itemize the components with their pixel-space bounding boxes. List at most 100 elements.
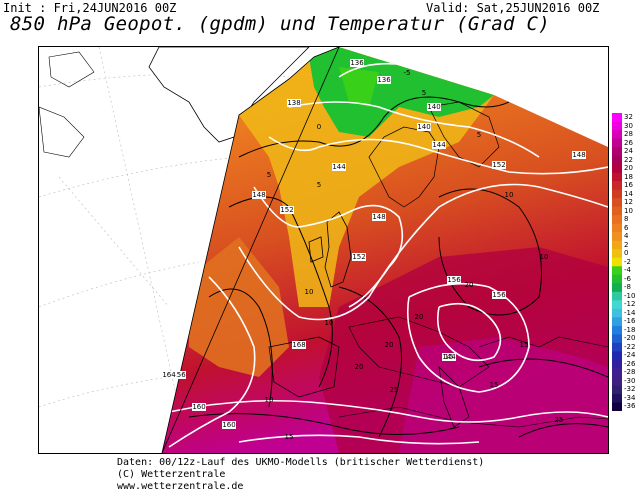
colorbar-tick-label: 22 <box>624 155 633 164</box>
geopotential-label: 138 <box>287 99 300 107</box>
colorbar-swatch <box>612 385 622 395</box>
geopotential-label-bg <box>492 291 506 299</box>
colorbar-swatch <box>612 113 622 123</box>
valid-time: Valid: Sat,25JUN2016 00Z <box>426 1 600 15</box>
colorbar-swatch <box>612 376 622 386</box>
colorbar-swatch <box>612 317 622 327</box>
colorbar-swatch <box>612 223 622 233</box>
temperature-label: 15 <box>520 341 529 349</box>
temperature-colorbar <box>612 113 622 411</box>
geopotential-label: 140 <box>417 123 430 131</box>
colorbar-tick-label: 28 <box>624 130 633 139</box>
colorbar-swatch <box>612 325 622 335</box>
colorbar-tick-label: -34 <box>624 393 636 402</box>
geopotential-label: 144 <box>432 141 446 149</box>
temperature-label: 20 <box>465 281 474 289</box>
colorbar-swatch <box>612 249 622 259</box>
colorbar-tick-label: 2 <box>624 240 629 249</box>
colorbar-swatch <box>612 291 622 301</box>
colorbar-tick-label: 8 <box>624 215 629 224</box>
colorbar-swatch <box>612 164 622 174</box>
colorbar-swatch <box>612 215 622 225</box>
colorbar-tick-label: 6 <box>624 223 629 232</box>
temperature-label: 10 <box>325 319 334 327</box>
colorbar-tick-label: -32 <box>624 385 636 394</box>
colorbar-tick-label: -16 <box>624 317 636 326</box>
colorbar-swatch <box>612 138 622 148</box>
geopotential-label: 144 <box>442 353 456 361</box>
geopotential-label: 136 <box>350 59 364 67</box>
geopotential-label: 148 <box>372 213 385 221</box>
geopotential-label-bg <box>447 276 461 284</box>
geopotential-label-bg <box>287 99 301 107</box>
temperature-label: 5 <box>422 89 426 97</box>
colorbar-swatch <box>612 274 622 284</box>
colorbar-swatch <box>612 240 622 250</box>
geopotential-label-bg <box>442 353 456 361</box>
colorbar-swatch <box>612 308 622 318</box>
colorbar-tick-label: 24 <box>624 147 633 156</box>
colorbar-swatch <box>612 393 622 403</box>
colorbar-tick-label: 20 <box>624 164 633 173</box>
geopotential-label-bg <box>432 141 446 149</box>
colorbar-swatch <box>612 368 622 378</box>
geopotential-label: 156 <box>492 291 506 299</box>
geopotential-label: 152 <box>492 161 505 169</box>
temperature-label: 0 <box>317 123 321 131</box>
colorbar-tick-label: -28 <box>624 368 636 377</box>
colorbar-tick-label: -6 <box>624 274 631 283</box>
temperature-label: 10 <box>540 253 549 261</box>
colorbar-tick-label: 18 <box>624 172 633 181</box>
geopotential-label: 152 <box>352 253 365 261</box>
geopotential-label-bg <box>352 253 366 261</box>
temperature-label: 20 <box>385 341 394 349</box>
colorbar-tick-label: -8 <box>624 283 631 292</box>
colorbar-swatch <box>612 181 622 191</box>
geopotential-label: 136 <box>377 76 391 84</box>
temperature-label: 15 <box>490 381 499 389</box>
colorbar-swatch <box>612 121 622 131</box>
temperature-label: 20 <box>415 313 424 321</box>
geopotential-label: 164 <box>162 371 176 379</box>
temperature-label: -5 <box>404 69 411 77</box>
colorbar-swatch <box>612 351 622 361</box>
colorbar-tick-label: -20 <box>624 334 636 343</box>
geopotential-label-bg <box>292 341 306 349</box>
colorbar-swatch <box>612 232 622 242</box>
colorbar-swatch <box>612 206 622 216</box>
colorbar-tick-label: -12 <box>624 300 636 309</box>
temperature-label: 15 <box>445 353 454 361</box>
temperature-label: 10 <box>505 191 514 199</box>
init-time: Init : Fri,24JUN2016 00Z <box>3 1 177 15</box>
footer-data-source: Daten: 00/12z-Lauf des UKMO-Modells (bri… <box>117 457 485 468</box>
colorbar-tick-label: 16 <box>624 181 633 190</box>
geopotential-label-bg <box>332 163 346 171</box>
temperature-labels: -5 5 0 5 5 5 10 10 10 10 10 15 15 15 15 20 20 20 20 25 25 <box>265 69 564 441</box>
temperature-label: 5 <box>317 181 321 189</box>
colorbar-tick-label: -14 <box>624 308 636 317</box>
colorbar-tick-label: 0 <box>624 249 629 258</box>
geopotential-label-bg <box>172 371 186 379</box>
colorbar-tick-label: -24 <box>624 351 636 360</box>
colorbar-swatch <box>612 130 622 140</box>
temperature-label: 20 <box>355 363 364 371</box>
temperature-label: 10 <box>265 396 274 404</box>
geopotential-label-bg <box>162 371 176 379</box>
geopotential-label: 160 <box>192 403 205 411</box>
map-title: 850 hPa Geopot. (gpdm) und Temperatur (G… <box>10 13 550 35</box>
geopotential-label-bg <box>492 161 506 169</box>
footer-website: www.wetterzentrale.de <box>117 481 244 492</box>
colorbar-tick-label: 12 <box>624 198 633 207</box>
geopotential-label-bg <box>222 421 236 429</box>
geopotential-label: 156 <box>447 276 461 284</box>
geopotential-label-bg <box>280 206 294 214</box>
colorbar-tick-label: 30 <box>624 121 633 130</box>
colorbar-swatch <box>612 334 622 344</box>
geopotential-label-bg <box>427 103 441 111</box>
temperature-label: 25 <box>555 416 564 424</box>
geopotential-label: 140 <box>427 103 440 111</box>
colorbar-tick-label: 4 <box>624 232 629 241</box>
geopotential-label: 152 <box>280 206 293 214</box>
colorbar-tick-label: -18 <box>624 325 636 334</box>
